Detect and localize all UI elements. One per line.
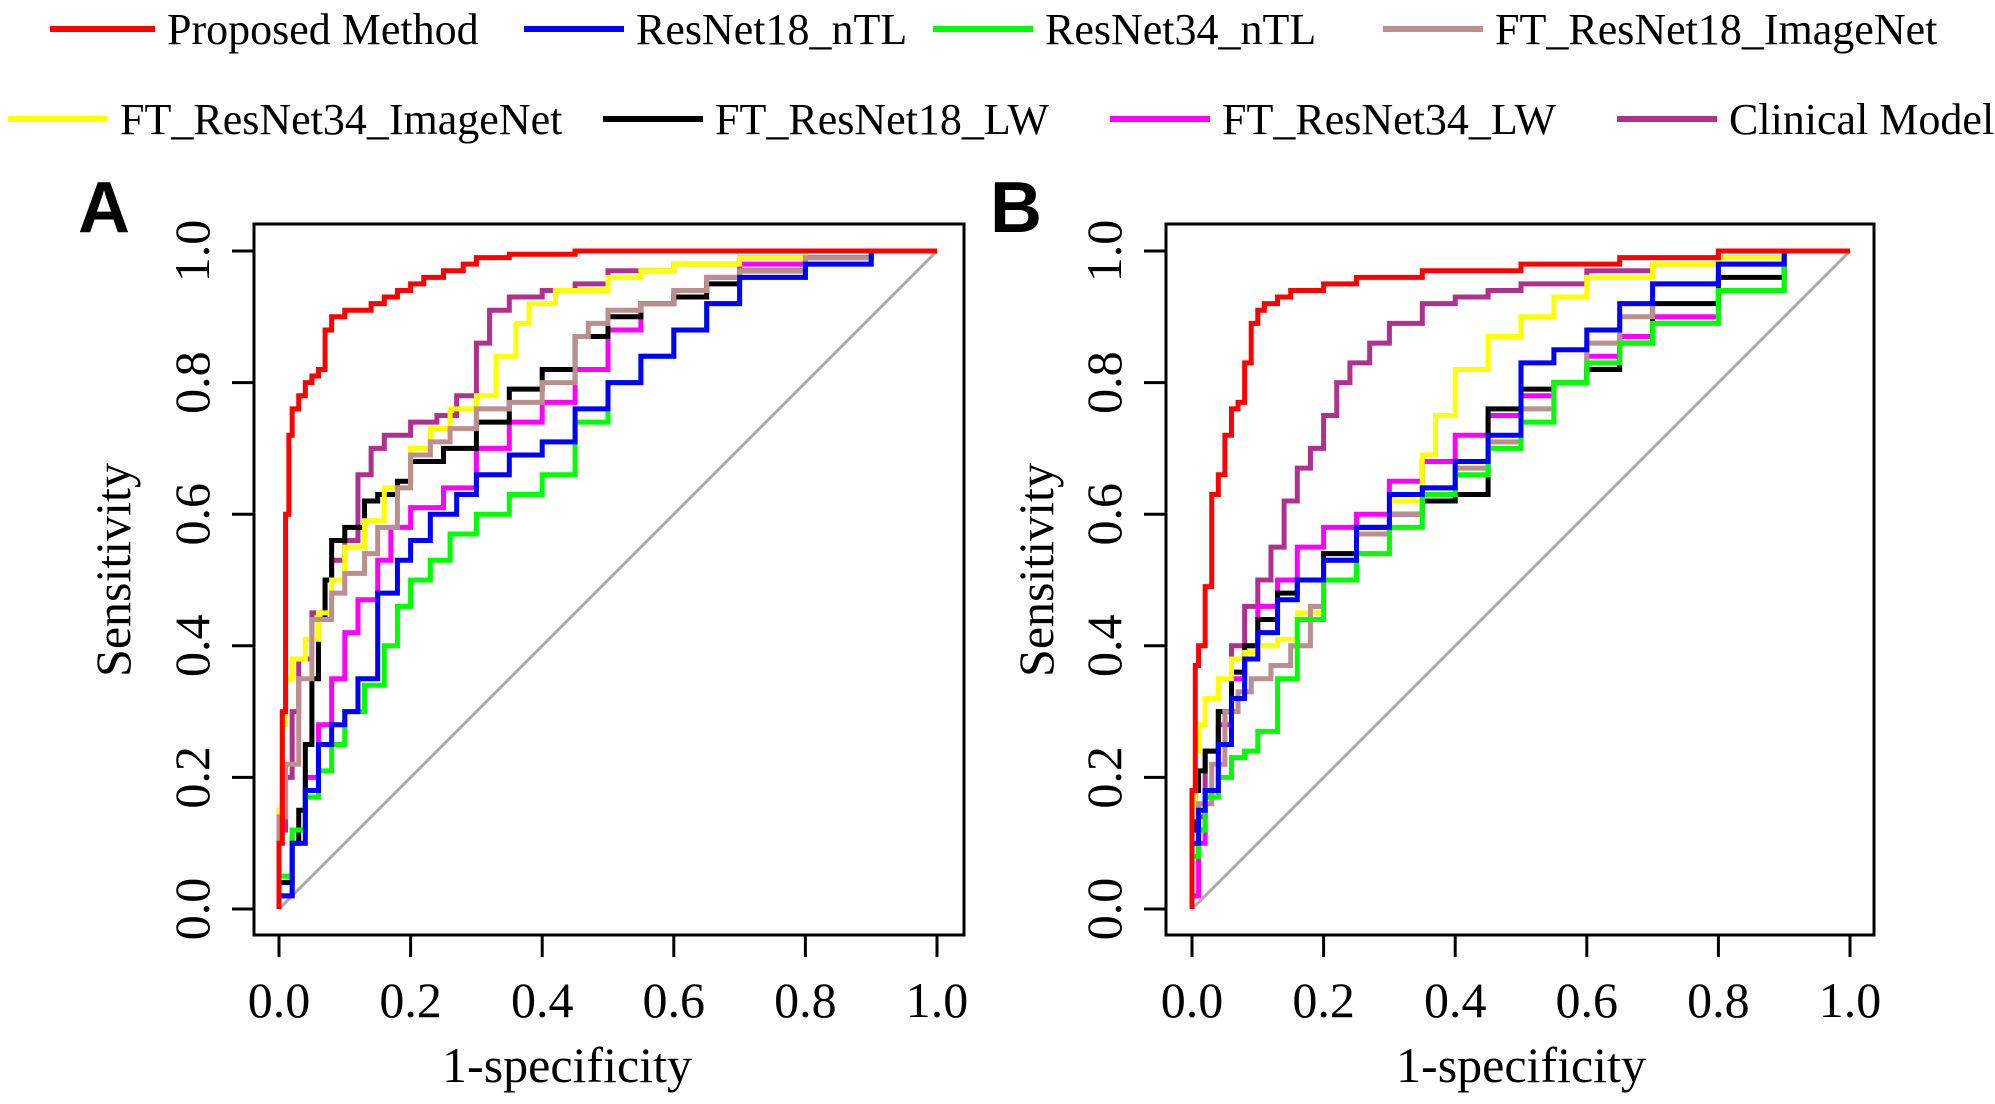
x-axis-title: 1-specificity: [1396, 1037, 1646, 1093]
legend-label: ResNet34_nTL: [1045, 5, 1316, 54]
roc-curve-resnet18-ntl: [1189, 248, 1850, 909]
y-tick-label: 0.0: [164, 878, 220, 941]
y-tick-label: 0.8: [1076, 351, 1132, 414]
roc-panel-a: A0.0 0.2 0.4 0.6 0.8 1.01-specificity0.00.20.…: [78, 168, 968, 1093]
y-tick-label: 1.0: [1076, 220, 1132, 283]
x-tick-label: 0.2: [379, 972, 442, 1028]
legend-label: FT_ResNet34_ImageNet: [120, 95, 562, 144]
y-tick-label: 0.8: [164, 351, 220, 414]
legend-label: ResNet18_nTL: [636, 5, 907, 54]
roc-curve-ft-resnet18-imagenet: [276, 248, 937, 909]
y-axis: 0.0 0.2 0.4 0.6 0.8 1.0: [1076, 220, 1168, 941]
x-tick-label: 0.0: [1161, 972, 1224, 1028]
x-tick-label: 0.4: [511, 972, 574, 1028]
x-tick-label: 1.0: [1819, 972, 1882, 1028]
x-tick-label: 0.8: [774, 972, 837, 1028]
y-tick-label: 0.4: [164, 615, 220, 678]
legend-label: FT_ResNet34_LW: [1222, 95, 1556, 144]
y-axis-title: Sensitivity: [1008, 463, 1064, 677]
legend-item-ft-resnet18-lw: FT_ResNet18_LW: [603, 95, 1049, 144]
y-axis-title: Sensitivity: [85, 463, 141, 677]
y-axis: 0.0 0.2 0.4 0.6 0.8 1.0: [164, 220, 256, 941]
roc-curves: [1189, 248, 1850, 909]
y-tick-label: 0.4: [1076, 615, 1132, 678]
roc-curve-resnet18-ntl: [276, 248, 937, 909]
legend-item-ft-resnet34-imagenet: FT_ResNet34_ImageNet: [8, 95, 562, 144]
x-tick-label: 0.6: [1556, 972, 1619, 1028]
roc-curve-proposed-method: [1189, 248, 1850, 909]
y-tick-label: 0.2: [164, 746, 220, 809]
y-tick-label: 1.0: [164, 220, 220, 283]
x-tick-label: 1.0: [906, 972, 969, 1028]
x-tick-label: 0.4: [1424, 972, 1487, 1028]
legend-item-resnet34-ntl: ResNet34_nTL: [933, 5, 1316, 54]
y-tick-label: 0.2: [1076, 746, 1132, 809]
x-axis: 0.0 0.2 0.4 0.6 0.8 1.0: [248, 933, 969, 1028]
x-tick-label: 0.6: [643, 972, 706, 1028]
legend-item-ft-resnet34-lw: FT_ResNet34_LW: [1110, 95, 1556, 144]
x-axis-title: 1-specificity: [442, 1037, 692, 1093]
roc-panel-b: B0.0 0.2 0.4 0.6 0.8 1.01-specificity0.00.20.…: [990, 168, 1881, 1093]
legend-label: FT_ResNet18_LW: [715, 95, 1049, 144]
panel-label: A: [78, 168, 130, 248]
legend-item-proposed-method: Proposed Method: [50, 5, 479, 54]
reference-diagonal: [277, 249, 939, 911]
panel-label: B: [990, 168, 1042, 248]
y-tick-label: 0.6: [164, 483, 220, 546]
roc-curve-ft-resnet34-imagenet: [276, 248, 937, 909]
x-tick-label: 0.8: [1687, 972, 1750, 1028]
legend-label: Clinical Model: [1729, 95, 1994, 144]
y-tick-label: 0.0: [1076, 878, 1132, 941]
roc-curve-resnet34-ntl: [1189, 248, 1850, 909]
legend-item-ft-resnet18-imagenet: FT_ResNet18_ImageNet: [1383, 5, 1937, 54]
x-tick-label: 0.0: [248, 972, 311, 1028]
legend-item-resnet18-ntl: ResNet18_nTL: [524, 5, 907, 54]
legend-label: Proposed Method: [167, 5, 479, 54]
y-tick-label: 0.6: [1076, 483, 1132, 546]
roc-curves: [276, 248, 937, 909]
legend: Proposed Method ResNet18_nTL ResNet34_nTL F…: [8, 5, 1994, 144]
reference-diagonal: [1190, 249, 1852, 911]
x-axis: 0.0 0.2 0.4 0.6 0.8 1.0: [1161, 933, 1882, 1028]
roc-curve-proposed-method: [276, 248, 937, 909]
x-tick-label: 0.2: [1292, 972, 1355, 1028]
legend-item-clinical-model: Clinical Model: [1617, 95, 1994, 144]
legend-label: FT_ResNet18_ImageNet: [1495, 5, 1937, 54]
